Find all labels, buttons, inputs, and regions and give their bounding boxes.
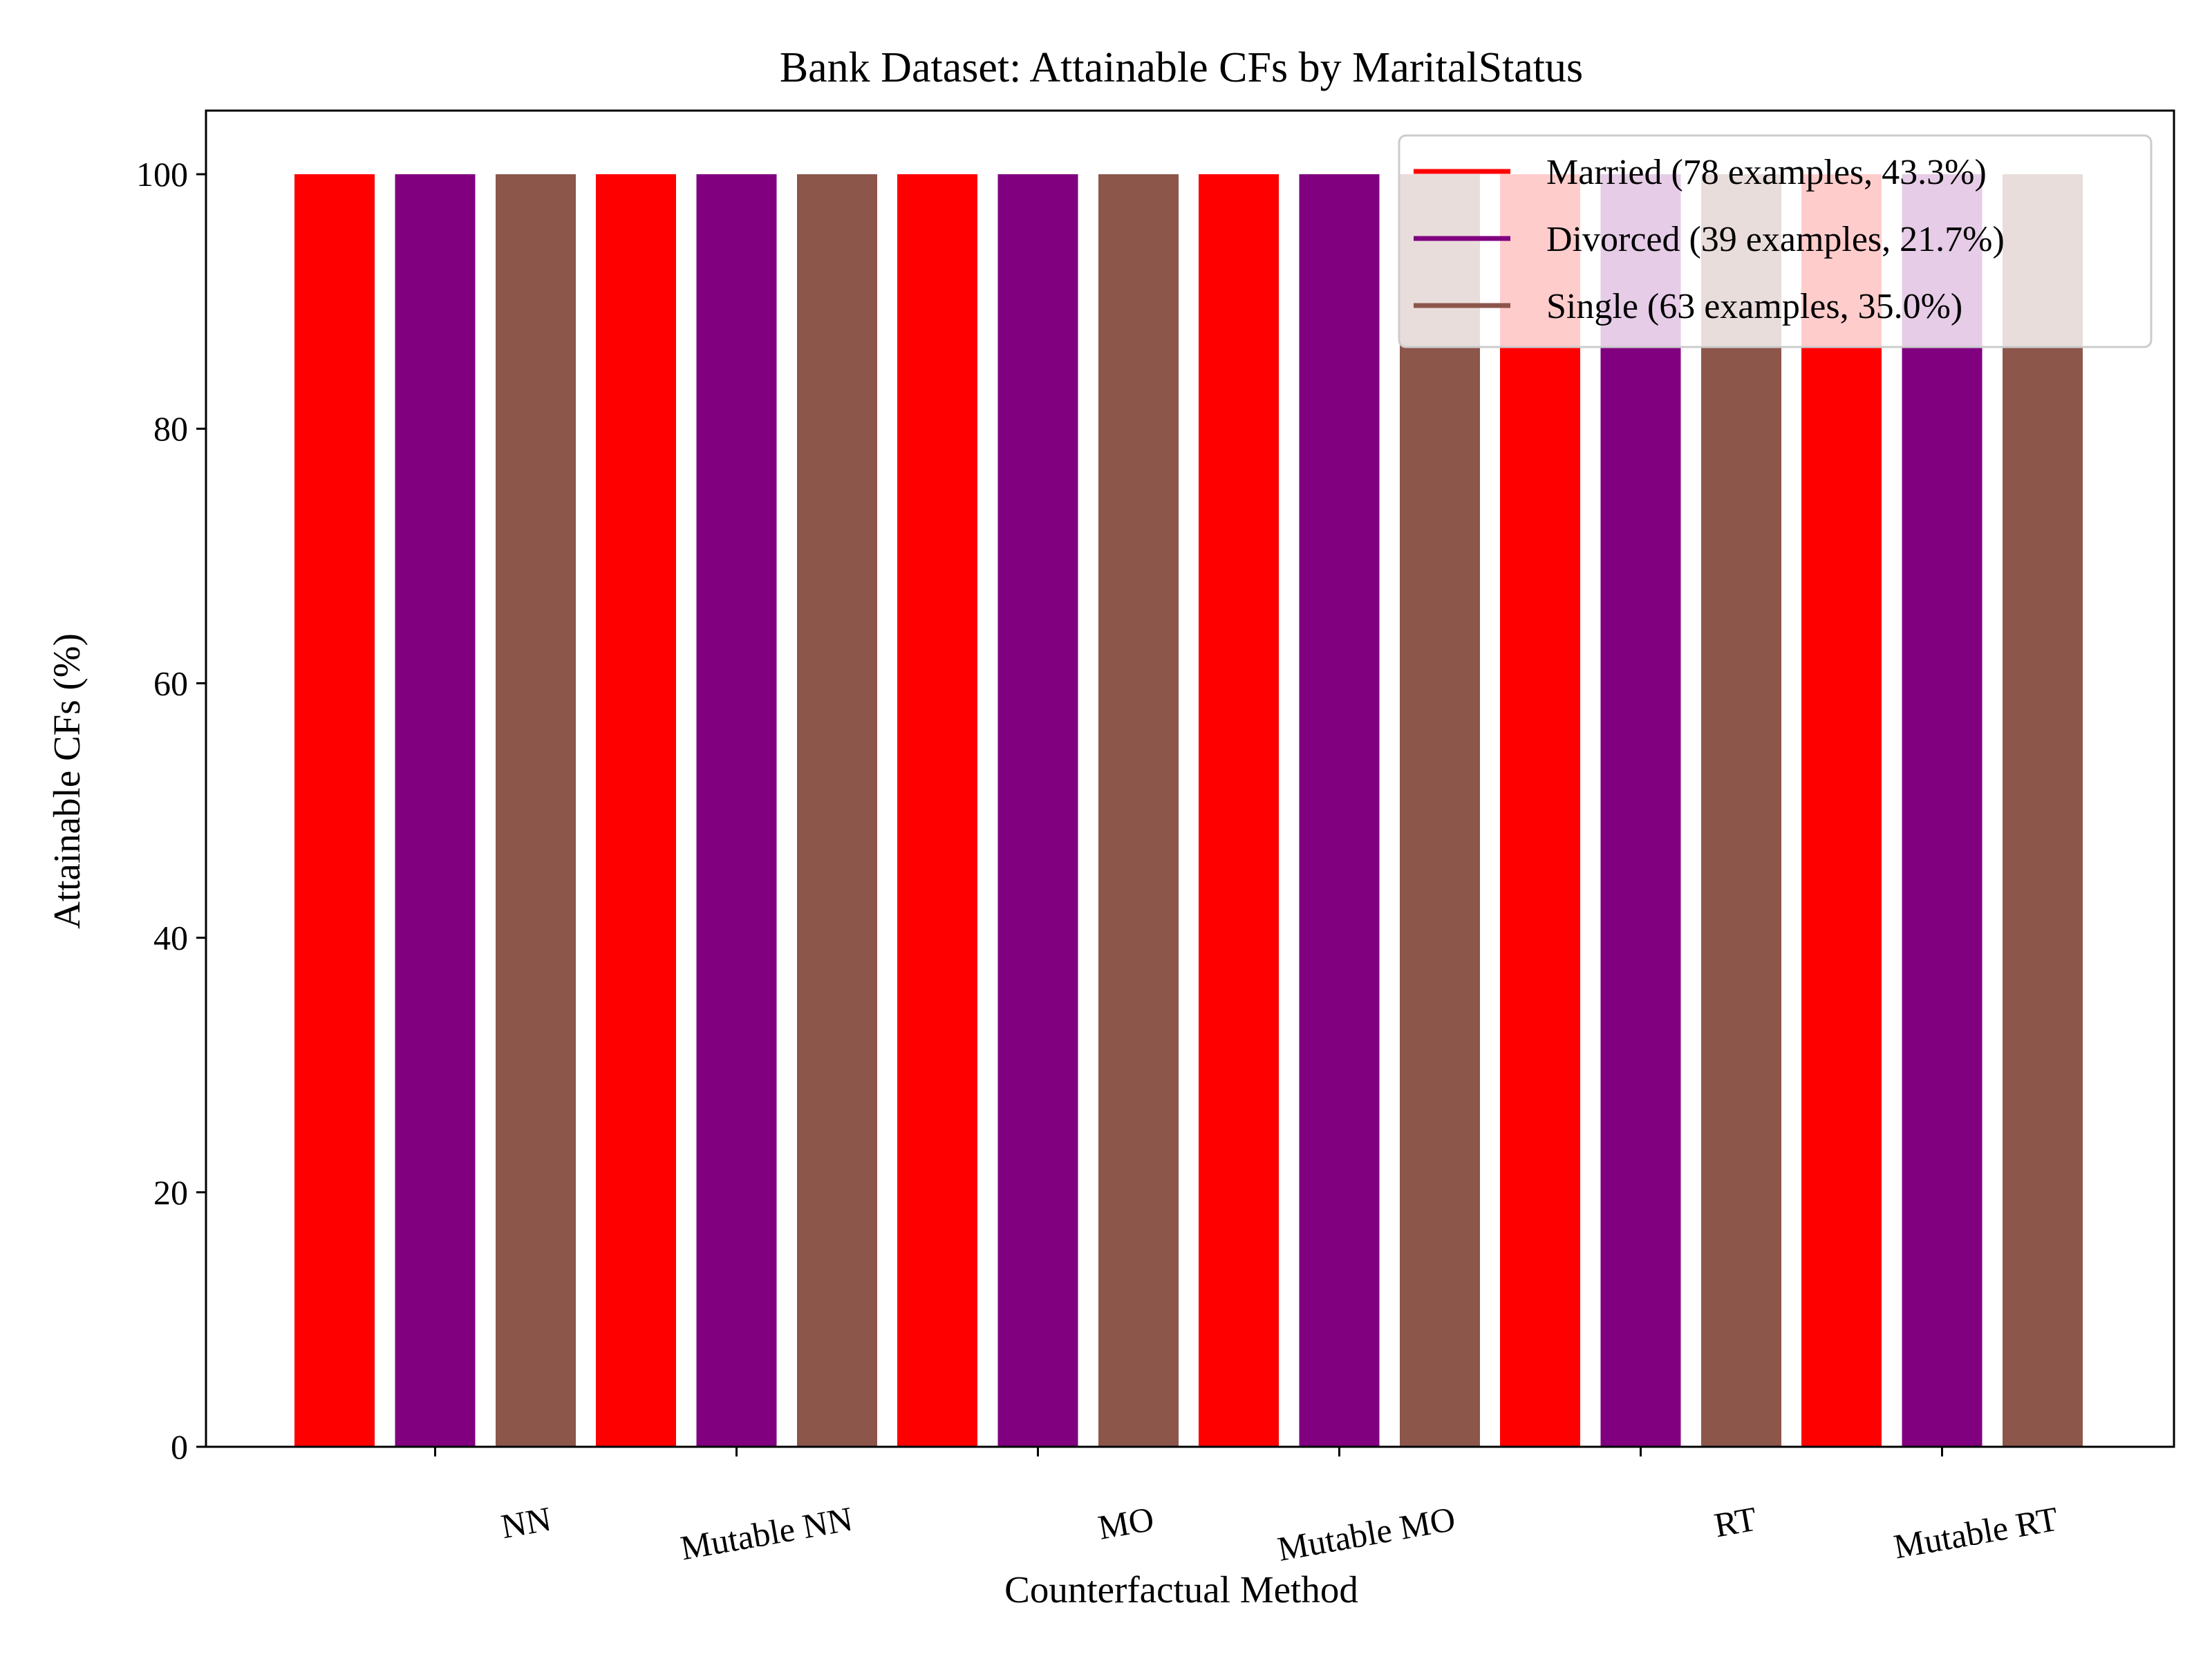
bar-mutable-rt-series-3	[2003, 174, 2083, 1447]
bar-mo-series-2	[997, 174, 1078, 1447]
bar-mo-series-1	[897, 174, 977, 1447]
bar-mutable-nn-series-3	[797, 174, 877, 1447]
bar-nn-series-1	[294, 174, 375, 1447]
bar-rt-series-2	[1600, 174, 1681, 1447]
y-axis: 0 20 40 60 80 100	[136, 155, 206, 1466]
x-tick-label: NN	[498, 1499, 554, 1546]
x-tick-label: Mutable NN	[677, 1499, 855, 1568]
x-tick-label: RT	[1712, 1499, 1760, 1545]
y-tick-label: 100	[136, 155, 188, 194]
x-tick-label: Mutable MO	[1275, 1499, 1458, 1568]
chart-title: Bank Dataset: Attainable CFs by MaritalS…	[780, 44, 1583, 91]
bar-mutable-nn-series-1	[596, 174, 676, 1447]
bar-mo-series-3	[1098, 174, 1179, 1447]
bar-mutable-mo-series-3	[1400, 174, 1480, 1447]
legend-label-series-1: Married (78 examples, 43.3%)	[1546, 153, 1987, 192]
bar-rt-series-3	[1701, 174, 1781, 1447]
legend-box	[1398, 134, 2153, 348]
bar-mutable-mo-series-1	[1199, 174, 1279, 1447]
bars-group	[294, 174, 2083, 1447]
bar-mutable-nn-series-2	[696, 174, 777, 1447]
legend-label-series-3: Single (63 examples, 35.0%)	[1546, 287, 1962, 326]
y-tick-label: 0	[171, 1427, 188, 1466]
x-axis: NN Mutable NN MO Mutable MO RT Mutable RT	[434, 1447, 2061, 1568]
x-axis-label: Counterfactual Method	[1004, 1568, 1358, 1611]
legend: Married (78 examples, 43.3%) Divorced (39…	[1398, 134, 2153, 348]
bar-nn-series-2	[395, 174, 476, 1447]
y-tick-label: 40	[153, 919, 188, 957]
x-tick-label: MO	[1095, 1499, 1156, 1547]
legend-label-series-2: Divorced (39 examples, 21.7%)	[1546, 220, 2005, 259]
y-tick-label: 60	[153, 664, 188, 702]
bar-mutable-mo-series-2	[1299, 174, 1380, 1447]
bar-mutable-rt-series-1	[1801, 174, 1882, 1447]
bar-nn-series-3	[496, 174, 576, 1447]
x-tick-label: Mutable RT	[1891, 1499, 2061, 1566]
bar-mutable-rt-series-2	[1902, 174, 1983, 1447]
bar-rt-series-1	[1500, 174, 1580, 1447]
y-axis-label: Attainable CFs (%)	[46, 633, 88, 929]
y-tick-label: 20	[153, 1173, 188, 1212]
y-tick-label: 80	[153, 409, 188, 448]
plot-frame	[205, 109, 2175, 1448]
